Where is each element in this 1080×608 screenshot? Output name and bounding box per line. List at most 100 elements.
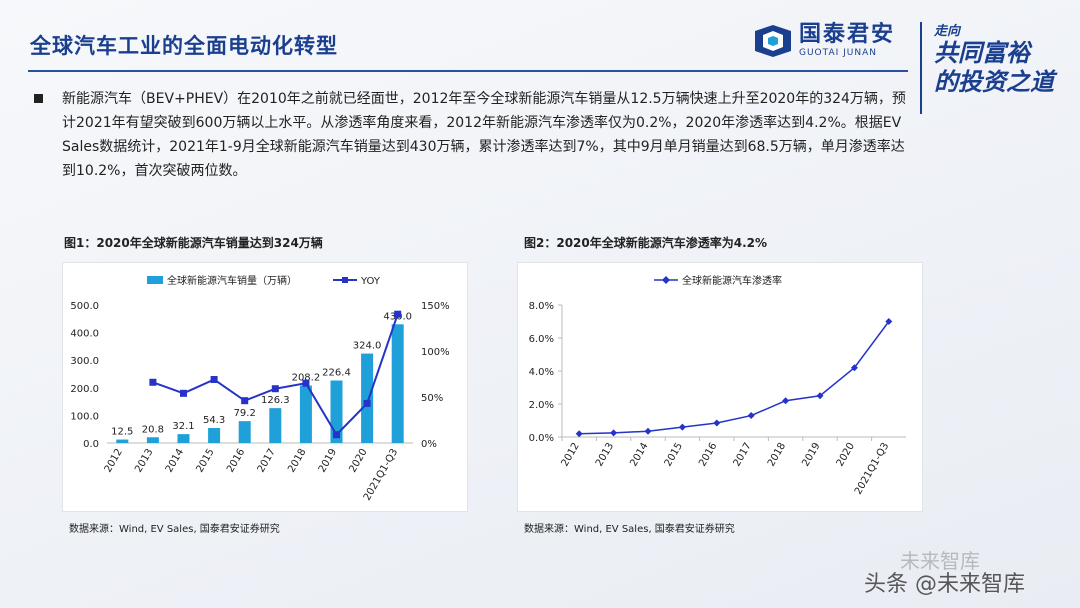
y-tick-label: 8.0%: [529, 301, 554, 312]
bar-data-label: 79.2: [234, 408, 256, 419]
penetration-point: [850, 364, 858, 372]
bar-data-label: 226.4: [322, 368, 351, 379]
bar-data-label: 32.1: [172, 421, 194, 432]
y-tick-label: 2.0%: [529, 400, 554, 411]
logo-mark-icon: [755, 25, 791, 57]
y-left-tick-label: 300.0: [70, 356, 99, 367]
bar-data-label: 208.2: [292, 373, 321, 384]
legend-bar-swatch: [147, 276, 163, 284]
yoy-point: [180, 389, 187, 397]
chart2-panel: 全球新能源汽车渗透率 0.0% 2.0% 4.0% 6.0% 8.0% 2012 2013 20…: [517, 262, 923, 512]
title-divider: [28, 70, 908, 72]
source-note-1: 数据来源：Wind, EV Sales, 国泰君安证券研究: [69, 524, 280, 535]
summary-text: 新能源汽车（BEV+PHEV）在2010年之前就已经面世，2012年至今全球新能…: [62, 91, 906, 179]
y-tick-label: 4.0%: [529, 367, 554, 378]
yoy-point: [271, 385, 279, 393]
chart1-panel: 全球新能源汽车销量（万辆） YOY 0.0 100.0 200.0 300.0 400.0 5…: [62, 262, 468, 512]
bar: [361, 353, 374, 443]
yoy-point: [149, 378, 157, 386]
legend-bar-label: 全球新能源汽车销量（万辆）: [167, 274, 297, 287]
bullet-marker-icon: [34, 94, 43, 103]
yoy-point: [210, 376, 218, 384]
penetration-point: [885, 318, 893, 325]
x-tick-label: 2018: [766, 441, 788, 469]
penetration-point: [575, 430, 583, 438]
fig1-caption: 图1：2020年全球新能源汽车销量达到324万辆: [64, 236, 323, 250]
yoy-point: [363, 399, 371, 407]
penetration-point: [713, 419, 721, 427]
y-right-tick-label: 100%: [421, 347, 450, 358]
x-tick-label: 2018: [286, 447, 308, 475]
logo-divider: [920, 22, 922, 114]
yoy-point: [333, 431, 340, 439]
bar: [299, 385, 312, 443]
x-tick-label: 2021Q1-Q3: [853, 441, 891, 497]
logo-cn-text: 国泰君安: [799, 22, 896, 47]
y-left-tick-label: 0.0: [83, 439, 99, 450]
x-tick-label: 2013: [594, 441, 616, 469]
watermark-logo-text: 未来智库: [900, 549, 980, 573]
y-tick-label: 6.0%: [529, 334, 554, 345]
slogan: 走向 共同富裕 的投资之道: [934, 20, 1074, 97]
bar: [391, 324, 404, 443]
watermark-text: 头条 @未来智库: [864, 572, 1025, 597]
y-right-tick-label: 150%: [421, 301, 450, 312]
x-tick-label: 2015: [663, 441, 685, 469]
x-tick-label: 2012: [560, 441, 582, 469]
x-tick-label: 2012: [103, 447, 125, 475]
chart1-svg: 全球新能源汽车销量（万辆） YOY 0.0 100.0 200.0 300.0 400.0 5…: [70, 274, 450, 503]
source-note-2: 数据来源：Wind, EV Sales, 国泰君安证券研究: [524, 524, 735, 535]
y-right-tick-label: 50%: [421, 393, 443, 404]
y-left-tick-label: 500.0: [70, 301, 99, 312]
bar-data-label: 20.8: [142, 424, 164, 435]
x-tick-label: 2019: [317, 447, 339, 475]
bar: [146, 437, 159, 443]
y-left-tick-label: 200.0: [70, 384, 99, 395]
bar-data-label: 54.3: [203, 415, 225, 426]
x-tick-label: 2017: [732, 441, 754, 469]
bar: [269, 408, 282, 443]
penetration-point: [816, 392, 824, 400]
page-title: 全球汽车工业的全面电动化转型: [30, 34, 338, 58]
x-tick-label: 2019: [800, 441, 822, 469]
x-tick-label: 2015: [194, 447, 216, 475]
x-tick-label: 2014: [628, 441, 650, 469]
yoy-point: [302, 379, 310, 387]
yoy-point: [394, 310, 402, 318]
bar-data-label: 12.5: [111, 427, 133, 438]
slogan-line2: 共同富裕: [934, 38, 1030, 67]
summary-bullet: 新能源汽车（BEV+PHEV）在2010年之前就已经面世，2012年至今全球新能…: [34, 87, 914, 183]
company-logo: 国泰君安 GUOTAI JUNAN: [751, 23, 895, 59]
fig2-caption: 图2：2020年全球新能源汽车渗透率为4.2%: [524, 236, 768, 250]
bar-data-label: 324.0: [353, 341, 382, 352]
penetration-point: [782, 397, 790, 405]
x-tick-label: 2014: [164, 447, 186, 475]
x-tick-label: 2020: [835, 441, 857, 469]
bar: [116, 439, 129, 443]
x-tick-label: 2020: [347, 447, 369, 475]
legend-line-marker: [342, 277, 348, 283]
bar: [330, 380, 343, 443]
bar: [238, 421, 251, 443]
legend-line-marker: [662, 276, 670, 284]
bar: [177, 434, 190, 443]
yoy-point: [241, 397, 249, 405]
penetration-line: [579, 321, 890, 435]
x-tick-label: 2016: [225, 447, 247, 475]
bar-data-label: 126.3: [261, 395, 290, 406]
slogan-line3: 的投资之道: [934, 67, 1054, 96]
logo-en-text: GUOTAI JUNAN: [799, 48, 877, 58]
slogan-line1: 走向: [934, 24, 961, 39]
x-tick-label: 2017: [256, 447, 278, 475]
penetration-point: [644, 427, 652, 435]
y-tick-label: 0.0%: [529, 433, 554, 444]
penetration-point: [747, 412, 755, 420]
penetration-point: [610, 429, 618, 437]
legend-line-label: 全球新能源汽车渗透率: [682, 274, 782, 287]
x-tick-label: 2016: [697, 441, 719, 469]
penetration-point: [678, 423, 686, 431]
bar: [208, 428, 221, 443]
y-left-tick-label: 100.0: [70, 411, 99, 422]
y-right-tick-label: 0%: [421, 439, 437, 450]
chart2-svg: 全球新能源汽车渗透率 0.0% 2.0% 4.0% 6.0% 8.0% 2012 2013 20…: [529, 274, 906, 497]
